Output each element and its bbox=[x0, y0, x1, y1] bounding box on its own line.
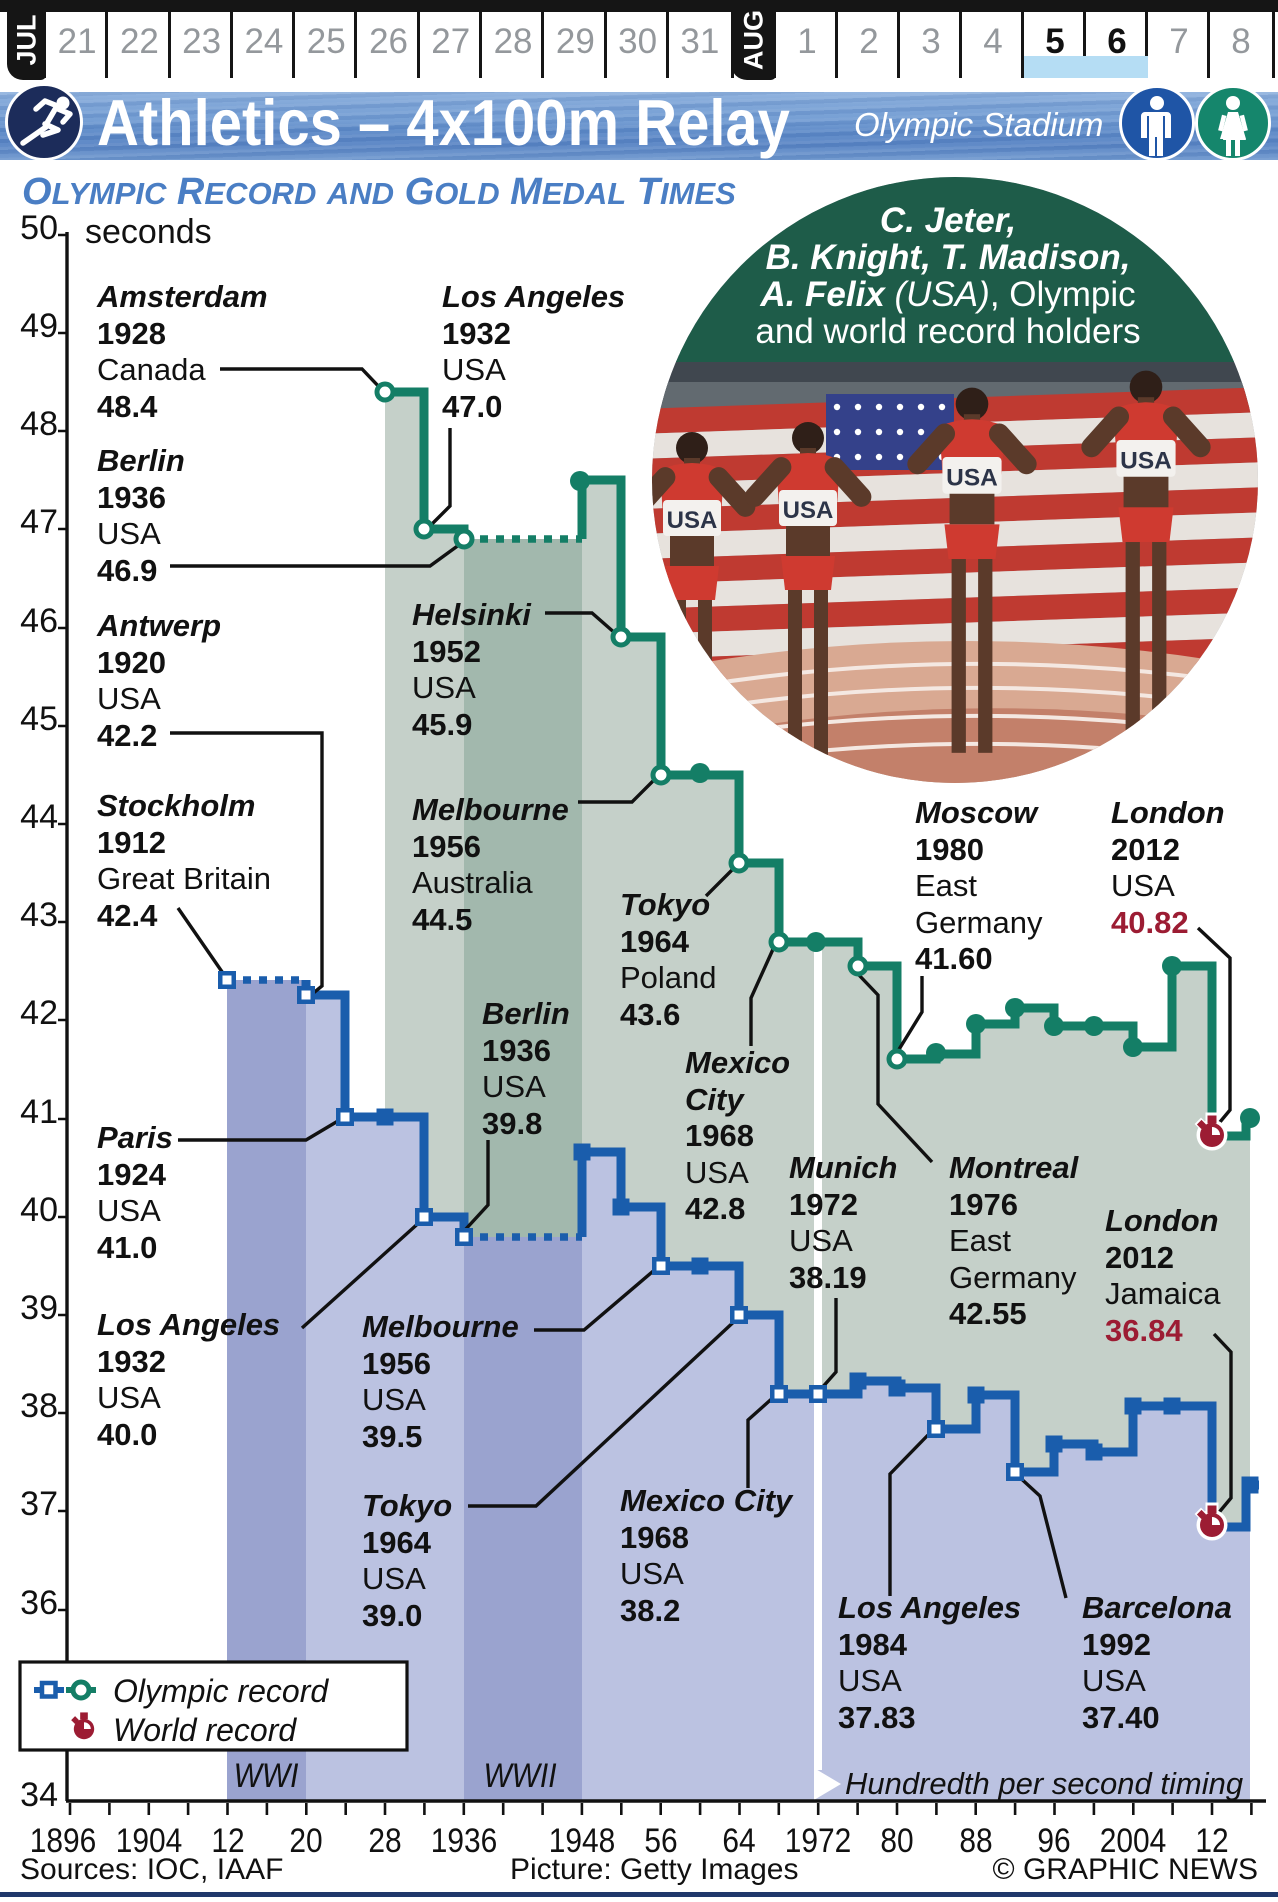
svg-text:and world record holders: and world record holders bbox=[755, 312, 1140, 351]
svg-text:C. Jeter,: C. Jeter, bbox=[880, 201, 1016, 240]
svg-text:USA: USA bbox=[783, 497, 834, 524]
svg-text:B. Knight, T. Madison,: B. Knight, T. Madison, bbox=[766, 238, 1131, 277]
svg-text:USA: USA bbox=[946, 465, 998, 492]
svg-text:USA: USA bbox=[1120, 448, 1172, 475]
svg-text:A. Felix (USA), Olympic: A. Felix (USA), Olympic bbox=[759, 275, 1135, 314]
svg-text:USA: USA bbox=[667, 507, 718, 534]
